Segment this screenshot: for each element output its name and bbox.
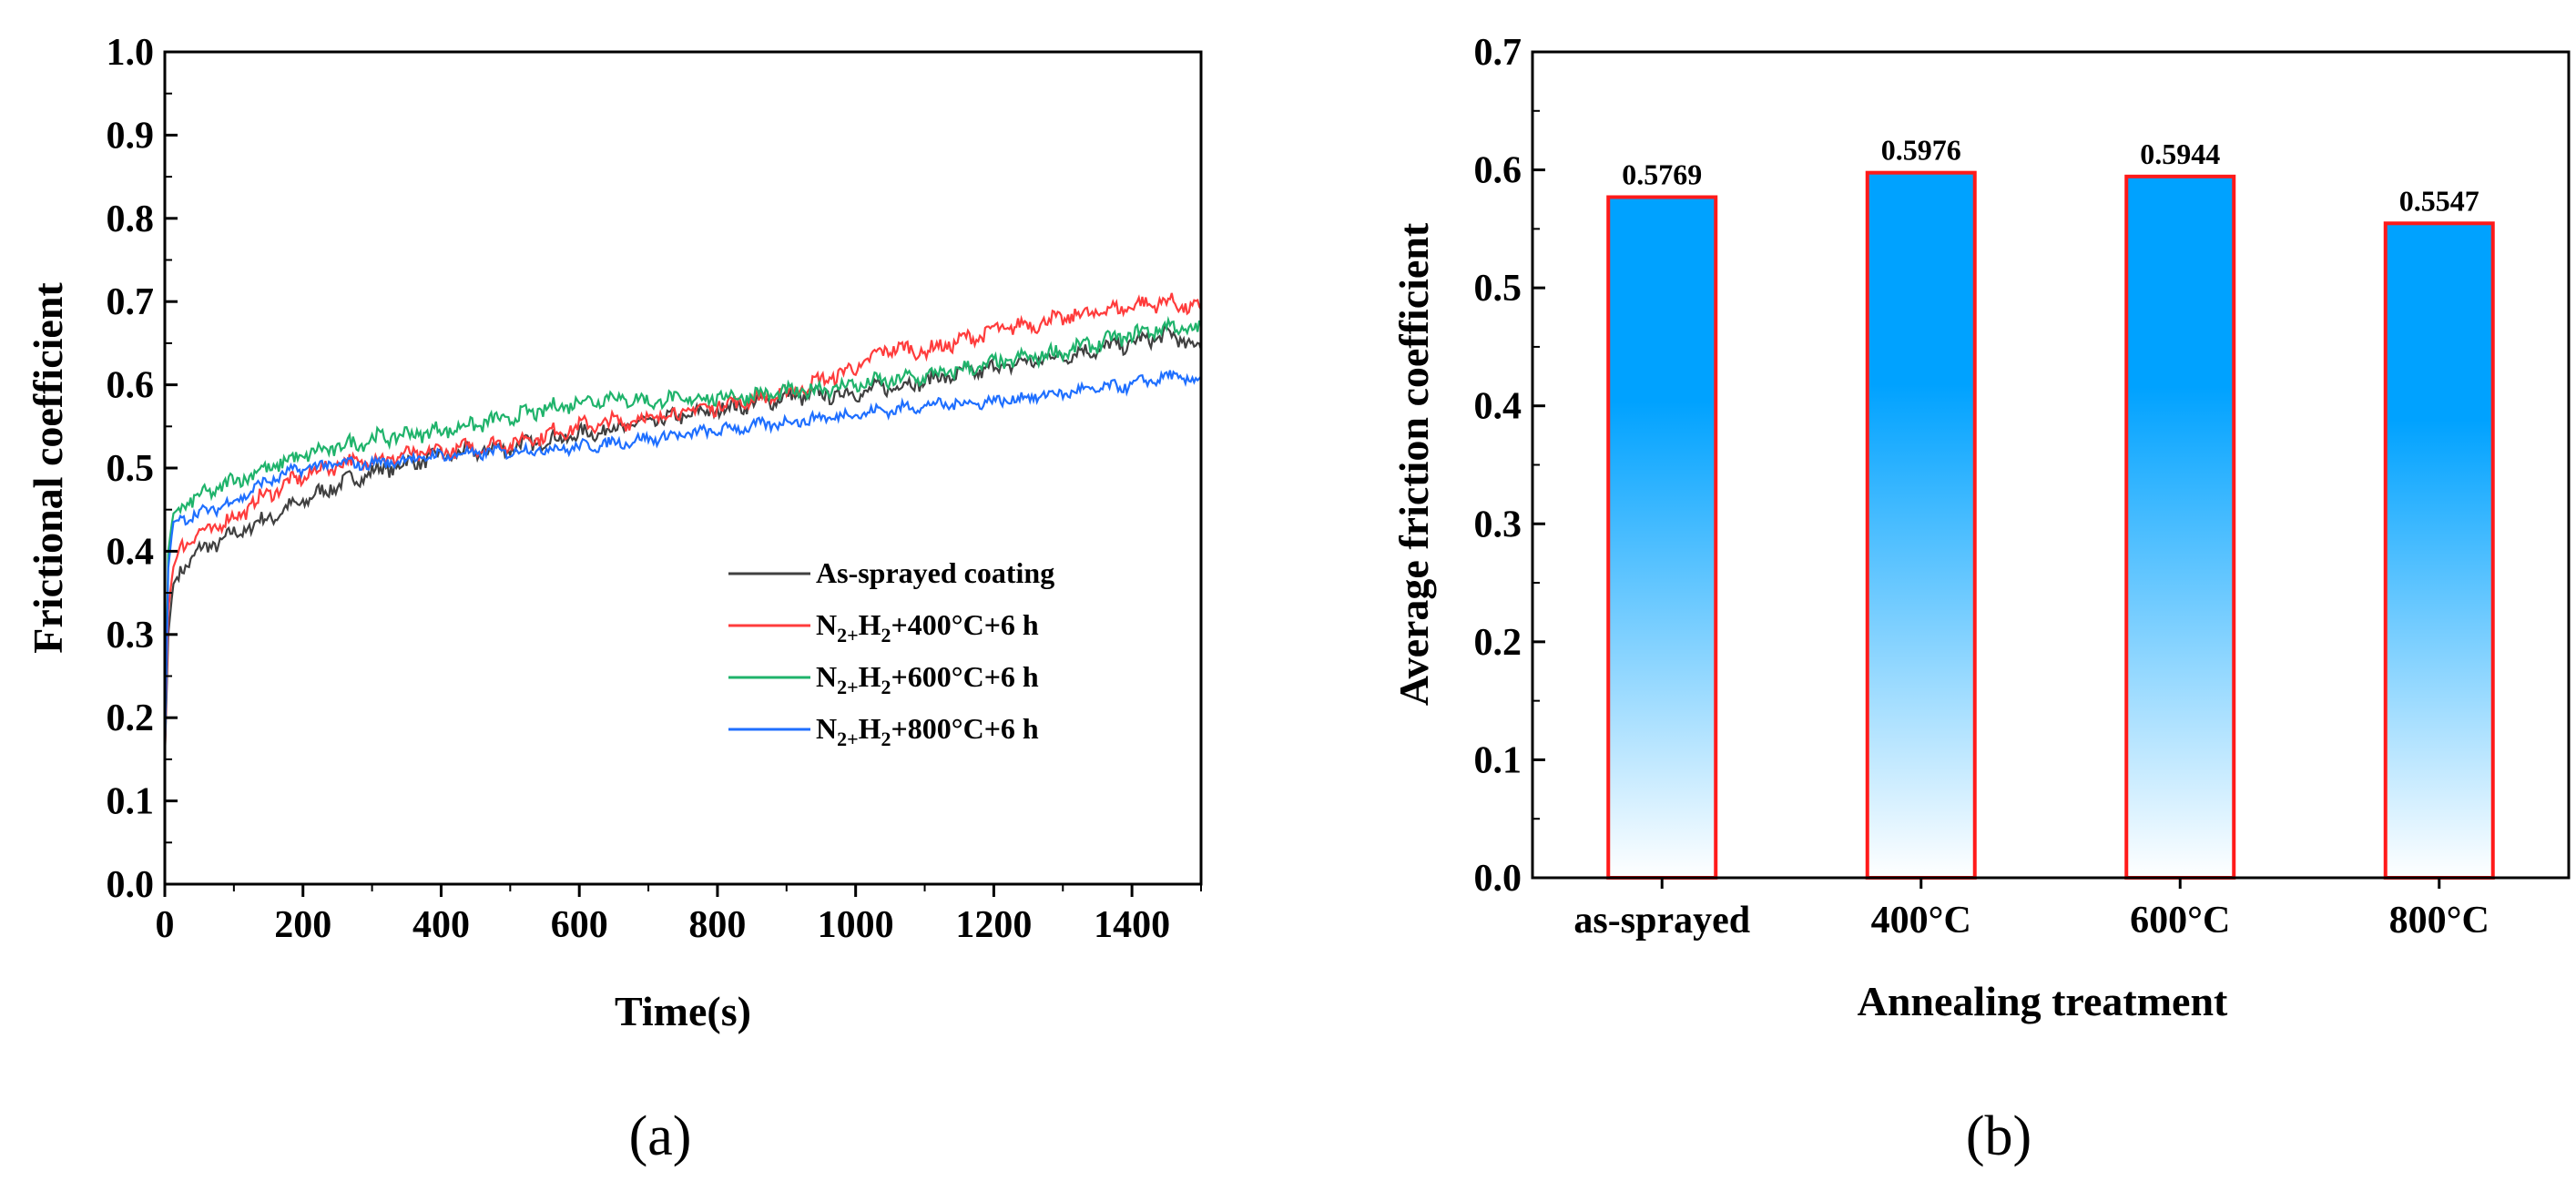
legend-entry: N2+H2+400°C+6 h	[816, 608, 1039, 646]
x-axis-title: Annealing treatment	[1858, 978, 2228, 1024]
series-line	[163, 370, 1202, 759]
x-axis-title: Time(s)	[615, 988, 751, 1034]
series-line	[163, 315, 1203, 759]
legend-entry: As-sprayed coating	[816, 556, 1054, 589]
bar-value-label: 0.5944	[2140, 137, 2220, 170]
y-tick-label: 0.4	[1474, 386, 1522, 428]
x-tick-label: 1400	[1094, 904, 1170, 946]
series-layer	[163, 292, 1203, 759]
y-tick-label: 0.1	[107, 781, 155, 823]
y-tick-label: 1.0	[107, 32, 155, 74]
x-tick-label: as-sprayed	[1573, 900, 1750, 942]
y-tick-label: 0.3	[107, 615, 155, 657]
y-tick-label: 0.7	[107, 281, 155, 323]
y-tick-label: 0.0	[107, 864, 155, 906]
y-axis-title: Average friction coefficient	[1390, 222, 1437, 706]
y-tick-label: 0.6	[1474, 150, 1522, 192]
bar	[1865, 170, 1977, 880]
bar-value-label: 0.5976	[1881, 134, 1961, 167]
bar	[1606, 195, 1718, 880]
panel-label-b: (b)	[1966, 1105, 2031, 1167]
series-line	[163, 292, 1202, 759]
y-tick-label: 0.4	[107, 531, 155, 573]
y-tick-label: 0.9	[107, 115, 155, 157]
x-tick-label: 600	[551, 904, 608, 946]
bars-layer: 0.5769 0.5976 0.5944 0.5547	[1606, 134, 2495, 881]
y-tick-label: 0.2	[107, 697, 155, 739]
legend-entry: N2+H2+800°C+6 h	[816, 712, 1039, 750]
bar-value-label: 0.5547	[2399, 184, 2479, 217]
x-tick-label: 200	[274, 904, 331, 946]
x-tick-label: 1000	[818, 904, 894, 946]
y-axis-title: Frictional coefficient	[25, 282, 71, 654]
bar-value-label: 0.5769	[1622, 158, 1702, 191]
x-axis-ticks: as-sprayed 400°C 600°C 800°C	[1573, 878, 2489, 942]
y-tick-label: 0.2	[1474, 622, 1522, 664]
y-tick-label: 0.0	[1474, 858, 1522, 900]
bar-chart-average-friction: 0.5769 0.5976 0.5944 0.5547 0.0 0.1 0.2 0.3 0.4…	[1390, 32, 2571, 1167]
y-axis-ticks: 0.0 0.1 0.2 0.3 0.4 0.5 0.6 0.7	[1474, 32, 1545, 900]
series-line	[163, 325, 1203, 759]
legend: As-sprayed coating N2+H2+400°C+6 h N2+H2+6…	[728, 556, 1054, 750]
x-tick-label: 400	[412, 904, 470, 946]
y-tick-label: 0.8	[107, 198, 155, 240]
x-tick-label: 600°C	[2130, 900, 2230, 942]
bar	[2383, 221, 2495, 881]
bar	[2124, 174, 2236, 880]
y-axis-ticks: 0.0 0.1 0.2 0.3 0.4 0.5 0.6 0.7 0.8 0.9 1.0	[107, 32, 178, 906]
x-tick-label: 1200	[955, 904, 1032, 946]
y-tick-label: 0.7	[1474, 32, 1522, 74]
panel-label-a: (a)	[629, 1105, 692, 1167]
y-tick-label: 0.6	[107, 365, 155, 407]
x-axis-ticks: 0 200 400 600 800 1000 1200 1400	[156, 884, 1202, 946]
x-tick-label: 800	[688, 904, 746, 946]
x-tick-label: 400°C	[1871, 900, 1971, 942]
y-tick-label: 0.3	[1474, 504, 1522, 545]
legend-entry: N2+H2+600°C+6 h	[816, 660, 1039, 698]
y-tick-label: 0.5	[107, 448, 155, 490]
y-tick-label: 0.1	[1474, 739, 1522, 781]
line-chart-frictional-coefficient: 0.0 0.1 0.2 0.3 0.4 0.5 0.6 0.7 0.8 0.9 1.0 0 200 40…	[25, 32, 1203, 1167]
x-tick-label: 0	[156, 904, 175, 946]
x-tick-label: 800°C	[2389, 900, 2489, 942]
y-tick-label: 0.5	[1474, 268, 1522, 310]
